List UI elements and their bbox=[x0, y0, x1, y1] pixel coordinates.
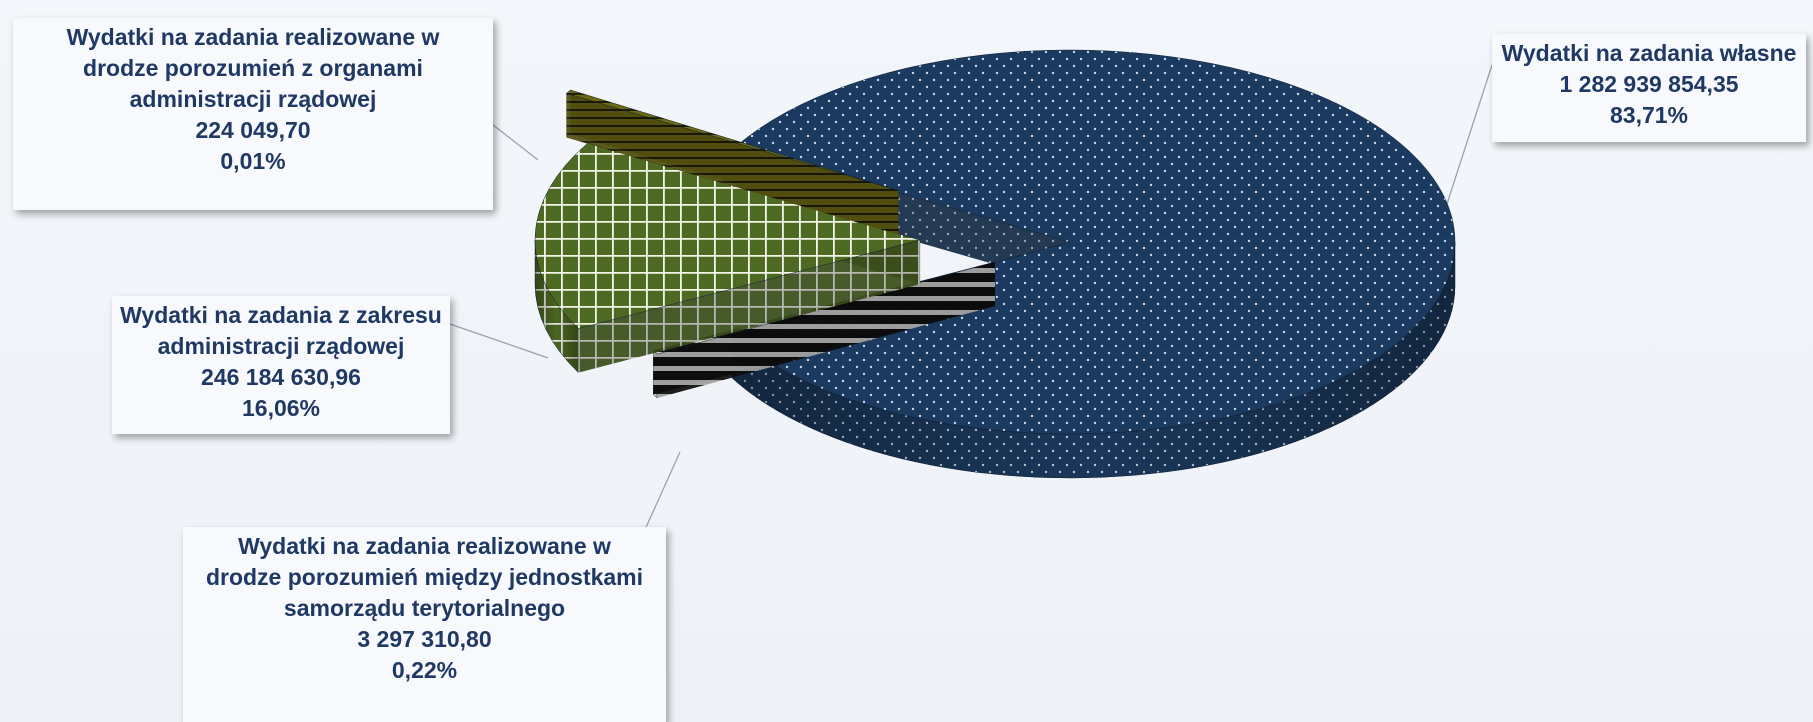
slice-gov-tasks bbox=[534, 142, 921, 374]
label-jst-agreements-line-3: samorządu terytorialnego bbox=[283, 595, 566, 621]
label-jst-agreements: Wydatki na zadania realizowane w drodze … bbox=[183, 527, 666, 722]
label-own-tasks: Wydatki na zadania własne 1 282 939 854,… bbox=[1492, 34, 1806, 142]
label-gov-agreements-line-2: drodze porozumień z organami bbox=[83, 55, 423, 81]
label-jst-agreements-line-2: drodze porozumień między jednostkami bbox=[205, 564, 644, 590]
label-gov-tasks-value: 246 184 630,96 bbox=[201, 364, 361, 390]
label-gov-agreements-percent: 0,01% bbox=[220, 148, 286, 174]
label-jst-agreements-percent: 0,22% bbox=[391, 657, 458, 683]
label-gov-tasks-percent: 16,06% bbox=[241, 395, 320, 421]
label-jst-agreements-value: 3 297 310,80 bbox=[357, 626, 492, 652]
slice-gov-agreements bbox=[565, 89, 899, 235]
label-gov-tasks-line-1: Wydatki na zadania z zakresu bbox=[120, 302, 442, 328]
label-own-percent: 83,71% bbox=[1609, 102, 1688, 128]
leader-own-tasks bbox=[1444, 64, 1493, 211]
label-gov-agreements-line-1: Wydatki na zadania realizowane w bbox=[66, 24, 440, 50]
label-gov-agreements-line-3: administracji rządowej bbox=[129, 86, 377, 112]
label-own-line-1: Wydatki na zadania własne bbox=[1501, 40, 1797, 66]
label-jst-agreements-line-1: Wydatki na zadania realizowane w bbox=[238, 533, 611, 559]
label-gov-agreements-value: 224 049,70 bbox=[195, 117, 311, 143]
label-gov-tasks-line-2: administracji rządowej bbox=[157, 333, 405, 359]
leader-gov-tasks bbox=[449, 323, 549, 359]
label-gov-tasks: Wydatki na zadania z zakresu administrac… bbox=[112, 296, 450, 434]
label-own-value: 1 282 939 854,35 bbox=[1559, 71, 1739, 97]
label-gov-agreements: Wydatki na zadania realizowane w drodze … bbox=[13, 18, 493, 210]
